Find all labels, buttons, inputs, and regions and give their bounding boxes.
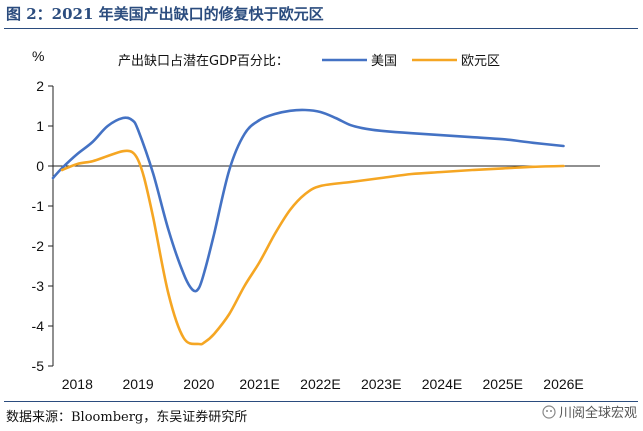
y-tick-label: -1 [32, 198, 45, 214]
legend-label: 欧元区 [461, 54, 500, 69]
y-tick-label: -5 [32, 358, 45, 374]
chart-legend: 产出缺口占潜在GDP百分比： 美国 欧元区 [118, 54, 500, 69]
y-axis-label: % [32, 48, 44, 64]
wechat-icon [542, 404, 556, 419]
title-divider [4, 28, 638, 29]
x-tick-label: 2025E [483, 376, 523, 392]
y-tick-label: -3 [32, 278, 45, 294]
chart-series [51, 108, 565, 346]
watermark-text: 川阅全球宏观 [558, 406, 637, 421]
legend-label: 美国 [371, 54, 397, 69]
source-divider [4, 401, 638, 402]
x-tick-label: 2019 [123, 376, 154, 392]
y-tick-label: -2 [32, 238, 45, 254]
x-tick-label: 2018 [62, 376, 93, 392]
source-note: 数据来源：Bloomberg，东吴证券研究所 [6, 410, 248, 425]
x-tick-label: 2024E [422, 376, 462, 392]
watermark: 川阅全球宏观 [542, 402, 637, 421]
y-tick-label: 0 [36, 158, 44, 174]
y-tick-label: 1 [36, 118, 44, 134]
legend-title: 产出缺口占潜在GDP百分比： [118, 54, 289, 69]
series-line-us [51, 108, 565, 293]
x-tick-label: 2023E [361, 376, 401, 392]
series-line-eurozone [60, 149, 565, 346]
x-tick-label: 2026E [543, 376, 583, 392]
x-tick-label: 2021E [239, 376, 279, 392]
x-tick-label: 2020 [183, 376, 214, 392]
x-tick-label: 2022E [300, 376, 340, 392]
y-tick-label: -4 [32, 318, 45, 334]
y-tick-label: 2 [36, 78, 44, 94]
figure-title: 图 2：2021 年美国产出缺口的修复快于欧元区 [6, 5, 324, 23]
chart-axes: 2 1 0 -1 -2 -3 -4 -5% 2018 2019 2020 2021E 2022E 2023… [32, 48, 600, 392]
